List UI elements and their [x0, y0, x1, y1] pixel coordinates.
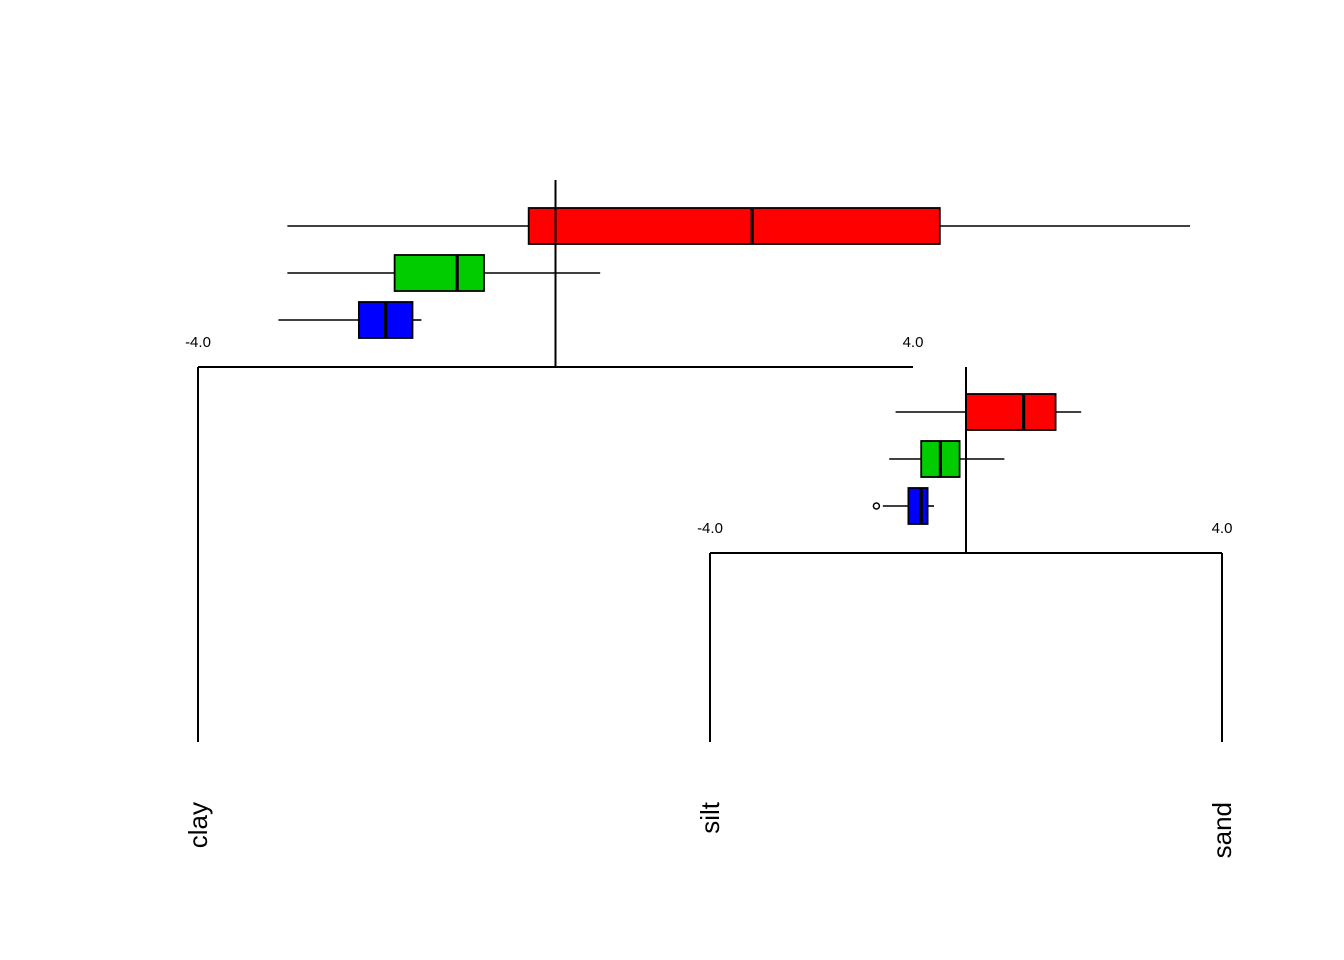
outlier-node2-2-0 [872, 502, 881, 510]
box-node2-2 [907, 487, 929, 525]
leaf-label-sand: sand [1207, 802, 1237, 858]
range-label-node2-max: 4.0 [1212, 520, 1233, 537]
range-label-node1-min: -4.0 [185, 334, 211, 351]
range-label-node2-min: -4.0 [697, 520, 723, 537]
range-label-node1-max: 4.0 [903, 334, 924, 351]
leaf-label-silt: silt [695, 801, 725, 834]
box-node1-0 [527, 207, 941, 245]
box-node1-1 [393, 254, 485, 292]
leaf-label-clay: clay [183, 802, 213, 848]
box-node2-0 [965, 393, 1057, 431]
